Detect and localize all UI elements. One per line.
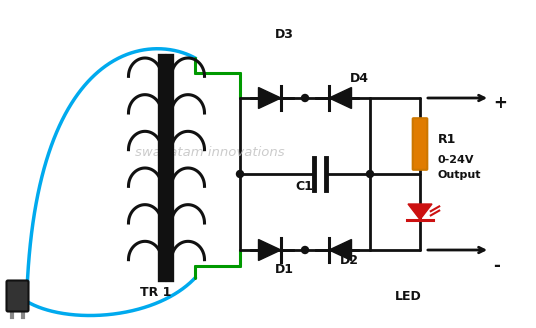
Polygon shape	[329, 239, 352, 260]
Polygon shape	[408, 204, 432, 220]
Text: swagatam innovations: swagatam innovations	[135, 146, 285, 159]
Text: D2: D2	[340, 254, 359, 267]
Text: +: +	[493, 94, 507, 112]
Circle shape	[301, 94, 309, 101]
Text: LED: LED	[395, 290, 422, 303]
Circle shape	[301, 247, 309, 254]
Text: C1: C1	[295, 180, 313, 193]
Text: D3: D3	[275, 28, 294, 41]
Polygon shape	[258, 88, 281, 109]
Circle shape	[367, 171, 374, 177]
Text: -: -	[493, 257, 500, 275]
FancyBboxPatch shape	[6, 280, 28, 312]
Text: R1: R1	[438, 133, 456, 146]
Text: D1: D1	[275, 263, 294, 276]
Polygon shape	[329, 88, 352, 109]
Text: TR 1: TR 1	[140, 286, 172, 299]
Text: Output: Output	[438, 170, 481, 180]
Polygon shape	[258, 239, 281, 260]
Text: D4: D4	[350, 72, 369, 85]
Text: 0-24V: 0-24V	[438, 155, 474, 165]
Circle shape	[236, 171, 243, 177]
FancyBboxPatch shape	[413, 118, 427, 170]
